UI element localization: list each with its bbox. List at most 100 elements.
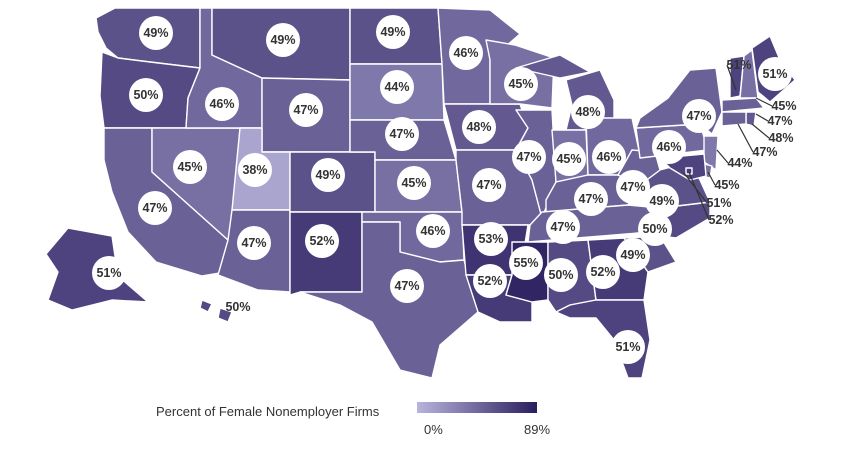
state-tx [299,221,479,379]
badge-circle-ok [416,214,450,248]
value-badge-ok: 46% [416,214,450,248]
value-label-nj: 44% [727,156,752,170]
value-badge-tn: 47% [546,210,580,244]
badge-circle-mi [571,95,605,129]
badge-circle-il [512,140,546,174]
state-dc [685,167,693,175]
value-label-ga: 52% [590,265,615,279]
value-label-me: 51% [762,67,787,81]
value-badge-il: 47% [512,140,546,174]
legend-gradient-bar [417,402,537,413]
value-label-ms: 55% [513,256,538,270]
value-label-va: 49% [649,194,674,208]
value-label-la: 52% [477,274,502,288]
value-badge-or: 50% [129,78,163,112]
value-badge-wv: 47% [616,170,650,204]
legend-title: Percent of Female Nonemployer Firms [156,404,380,419]
value-label-ri: 48% [768,131,793,145]
value-badge-va: 49% [645,184,679,218]
value-badge-mo: 47% [472,168,506,202]
value-label-hi: 50% [225,300,250,314]
badge-circle-ar [474,222,508,256]
value-label-tx: 47% [394,279,419,293]
value-badge-nd: 49% [376,15,410,49]
value-badge-co: 49% [311,158,345,192]
value-badge-wy: 47% [289,93,323,127]
badge-circle-nd [376,15,410,49]
badge-circle-ga [586,255,620,289]
badge-circle-pa [652,130,686,164]
badge-circle-tn [546,210,580,244]
value-label-ne: 47% [389,127,414,141]
badge-circle-fl [611,330,645,364]
value-label-wi: 45% [508,77,533,91]
value-label-pa: 46% [656,140,681,154]
badge-circle-co [311,158,345,192]
value-badge-ne: 47% [385,117,419,151]
value-label-tn: 47% [550,220,575,234]
badge-circle-ne [385,117,419,151]
badge-circle-me [758,57,792,91]
value-label-ar: 53% [478,232,503,246]
value-badge-fl: 51% [611,330,645,364]
value-label-ia: 48% [466,120,491,134]
badge-circle-sc [616,238,650,272]
badge-circle-ut [238,153,272,187]
badge-circle-wi [504,67,538,101]
state-ma [721,97,765,113]
leader-line-ct [737,123,754,153]
value-badge-ny: 47% [682,99,716,133]
value-badge-ut: 38% [238,153,272,187]
badge-circle-az [237,226,271,260]
value-label-mo: 47% [476,178,501,192]
value-badge-az: 47% [237,226,271,260]
value-label-vt: 51% [726,58,751,72]
value-label-mi: 48% [575,105,600,119]
badge-circle-ia [462,110,496,144]
badge-circle-sd [380,70,414,104]
badge-circle-al [544,258,578,292]
value-badge-ky: 47% [574,182,608,216]
value-label-nv: 45% [177,160,202,174]
value-label-nc: 50% [642,222,667,236]
value-label-mn: 46% [453,46,478,60]
badge-circle-oh [592,140,626,174]
value-label-or: 50% [133,88,158,102]
value-badge-mi: 48% [571,95,605,129]
value-badge-ak: 51% [92,256,126,290]
badge-circle-ms [509,246,543,280]
badge-circle-wv [616,170,650,204]
leader-line-nj [716,149,729,164]
value-badge-nc: 50% [638,212,672,246]
state-hi [199,299,233,323]
badge-circle-ny [682,99,716,133]
value-labels: 49%50%47%45%46%49%47%38%47%49%52%49%44%4… [92,15,797,364]
value-badge-ks: 45% [397,166,431,200]
badge-circle-wa [139,16,173,50]
badge-circle-nv [173,150,207,184]
badge-circle-ky [574,182,608,216]
value-badge-tx: 47% [390,269,424,303]
value-label-wv: 47% [620,180,645,194]
value-label-ak: 51% [96,266,121,280]
value-badge-ms: 55% [509,246,543,280]
value-badge-nm: 52% [305,224,339,258]
value-label-ks: 45% [401,176,426,190]
badge-circle-mn [449,36,483,70]
value-label-in: 45% [556,152,581,166]
value-badge-wi: 45% [504,67,538,101]
value-label-ny: 47% [686,109,711,123]
leader-lines [683,64,773,221]
leader-line-vt [726,64,737,91]
value-label-md: 51% [706,196,731,210]
value-label-ma: 47% [767,114,792,128]
value-badge-mn: 46% [449,36,483,70]
value-label-nh: 45% [771,99,796,113]
value-label-sc: 49% [620,248,645,262]
value-badge-oh: 46% [592,140,626,174]
badge-circle-la [473,264,507,298]
leader-line-dc [688,171,710,221]
badge-circle-ks [397,166,431,200]
badge-circle-ca [138,191,172,225]
